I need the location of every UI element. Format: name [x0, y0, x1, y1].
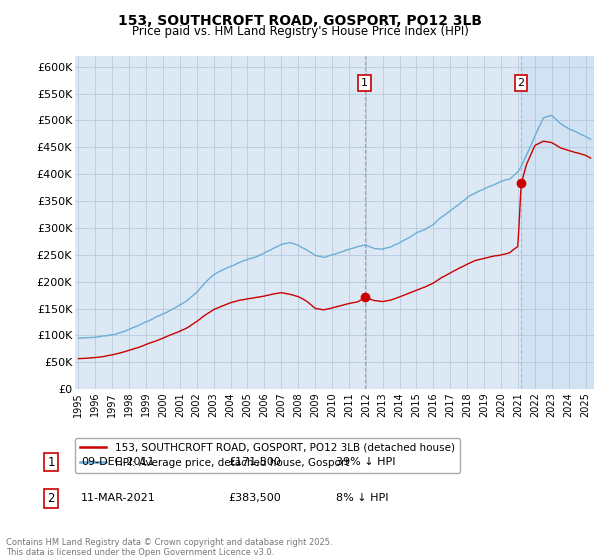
- Text: £383,500: £383,500: [228, 493, 281, 503]
- Text: 2: 2: [47, 492, 55, 505]
- Text: 11-MAR-2021: 11-MAR-2021: [81, 493, 156, 503]
- Text: 39% ↓ HPI: 39% ↓ HPI: [336, 457, 395, 467]
- Text: 1: 1: [47, 455, 55, 469]
- Text: £171,500: £171,500: [228, 457, 281, 467]
- Text: 1: 1: [361, 78, 368, 88]
- Text: Contains HM Land Registry data © Crown copyright and database right 2025.
This d: Contains HM Land Registry data © Crown c…: [6, 538, 332, 557]
- Text: 153, SOUTHCROFT ROAD, GOSPORT, PO12 3LB: 153, SOUTHCROFT ROAD, GOSPORT, PO12 3LB: [118, 14, 482, 28]
- Legend: 153, SOUTHCROFT ROAD, GOSPORT, PO12 3LB (detached house), HPI: Average price, de: 153, SOUTHCROFT ROAD, GOSPORT, PO12 3LB …: [75, 438, 460, 473]
- Text: 2: 2: [518, 78, 524, 88]
- Text: Price paid vs. HM Land Registry's House Price Index (HPI): Price paid vs. HM Land Registry's House …: [131, 25, 469, 38]
- Bar: [521, 56, 594, 389]
- Text: 09-DEC-2011: 09-DEC-2011: [81, 457, 155, 467]
- Text: 8% ↓ HPI: 8% ↓ HPI: [336, 493, 389, 503]
